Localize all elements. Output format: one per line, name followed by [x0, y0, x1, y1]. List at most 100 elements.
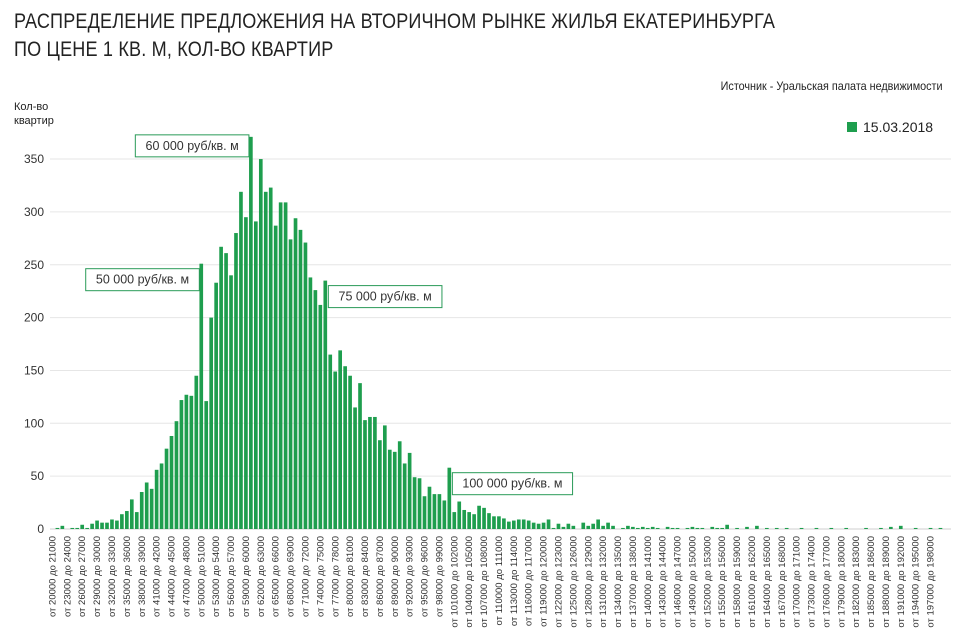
bar: [457, 501, 462, 529]
x-tick-label: от 149000 до 150000: [687, 536, 698, 628]
bar: [328, 354, 333, 529]
legend: 15.03.2018: [847, 119, 933, 135]
bar: [209, 317, 214, 529]
bar: [234, 233, 238, 530]
x-tick-label: от 185000 до 186000: [866, 536, 877, 628]
bar: [229, 275, 233, 529]
x-tick-label: от 29000 до 30000: [92, 536, 103, 617]
x-tick-label: от 158000 до 159000: [732, 536, 743, 628]
bar: [586, 525, 591, 529]
bar: [556, 523, 561, 529]
bar: [120, 514, 124, 529]
y-tick-label: 300: [24, 205, 44, 219]
legend-label: 15.03.2018: [863, 119, 934, 135]
bar: [546, 519, 551, 529]
bar: [492, 516, 496, 529]
x-tick-label: от 74000 до 75000: [315, 536, 326, 617]
x-tick-label: от 92000 до 93000: [405, 536, 416, 617]
x-tick-label: от 50000 до 51000: [196, 536, 207, 617]
bar: [814, 527, 819, 529]
bar: [591, 523, 596, 529]
bar: [144, 482, 149, 529]
bar: [432, 494, 437, 529]
bar: [601, 525, 605, 529]
bar: [829, 527, 834, 529]
bar: [382, 425, 387, 529]
x-tick-label: от 86000 до 87000: [375, 536, 386, 617]
bar: [249, 136, 253, 529]
bar: [60, 525, 65, 529]
x-tick-label: от 134000 до 135000: [613, 536, 624, 628]
bar: [531, 522, 536, 529]
x-tick-label: от 32000 до 33000: [107, 536, 118, 617]
x-tick-label: от 191000 до 192000: [896, 536, 907, 628]
bar: [879, 527, 883, 529]
x-tick-label: от 71000 до 72000: [300, 536, 311, 617]
x-tick-label: от 38000 до 39000: [137, 536, 148, 617]
annotation-label: 60 000 руб/кв. м: [146, 139, 239, 153]
bar: [283, 202, 288, 529]
annotation-label: 100 000 руб/кв. м: [462, 477, 562, 491]
bar: [571, 525, 576, 529]
bar: [308, 277, 313, 529]
bar: [239, 191, 243, 529]
x-tick-label: от 65000 до 66000: [271, 536, 282, 617]
bar: [288, 239, 293, 529]
bar: [799, 527, 804, 529]
bar: [621, 527, 625, 529]
bar: [516, 519, 521, 529]
y-tick-label: 200: [24, 311, 44, 325]
x-tick-label: от 173000 до 174000: [807, 536, 818, 628]
bar: [561, 526, 566, 529]
bar: [487, 513, 491, 529]
bar: [412, 477, 417, 529]
x-tick-label: от 26000 до 27000: [77, 536, 88, 617]
bar: [551, 527, 556, 529]
bar: [318, 304, 323, 529]
bar: [611, 525, 615, 529]
x-tick-label: от 104000 до 105000: [464, 536, 475, 628]
bar: [373, 416, 377, 529]
bar: [507, 521, 511, 529]
bar: [139, 492, 144, 529]
x-tick-label: от 164000 до 165000: [762, 536, 773, 628]
bar: [482, 507, 486, 529]
x-tick-label: от 62000 до 63000: [256, 536, 267, 617]
bar: [164, 448, 169, 529]
bar: [313, 290, 318, 529]
annotation-box: [451, 472, 574, 496]
bar: [442, 500, 447, 529]
x-tick-label: от 113000 до 114000: [509, 536, 520, 626]
x-tick-label: от 161000 до 162000: [747, 536, 758, 628]
y-tick-label: 150: [24, 363, 44, 377]
x-tick-label: от 35000 до 36000: [122, 536, 133, 617]
bar: [90, 523, 94, 529]
bar: [447, 467, 452, 529]
bar: [715, 527, 720, 529]
x-tick-label: от 146000 до 147000: [673, 536, 684, 628]
x-tick-label: от 152000 до 153000: [702, 536, 713, 628]
bar: [134, 512, 139, 529]
bar: [720, 527, 725, 529]
x-tick-label: от 128000 до 129000: [583, 536, 594, 628]
bar: [596, 519, 600, 529]
bar: [169, 435, 174, 529]
bar: [928, 527, 933, 529]
bar: [606, 522, 610, 529]
x-tick-label: от 47000 до 48000: [181, 536, 192, 617]
bar: [263, 191, 268, 529]
bar: [636, 527, 640, 529]
x-tick-label: от 125000 до 126000: [568, 536, 579, 628]
bar: [159, 463, 164, 529]
bar: [402, 463, 407, 529]
bar: [417, 478, 422, 529]
bar: [115, 520, 119, 529]
bar: [675, 527, 680, 529]
bar: [844, 527, 849, 529]
bar: [348, 375, 352, 529]
bar: [626, 525, 630, 529]
bar: [526, 520, 531, 529]
bar: [258, 159, 263, 530]
x-tick-label: от 89000 до 90000: [390, 536, 401, 617]
bar: [670, 527, 675, 529]
